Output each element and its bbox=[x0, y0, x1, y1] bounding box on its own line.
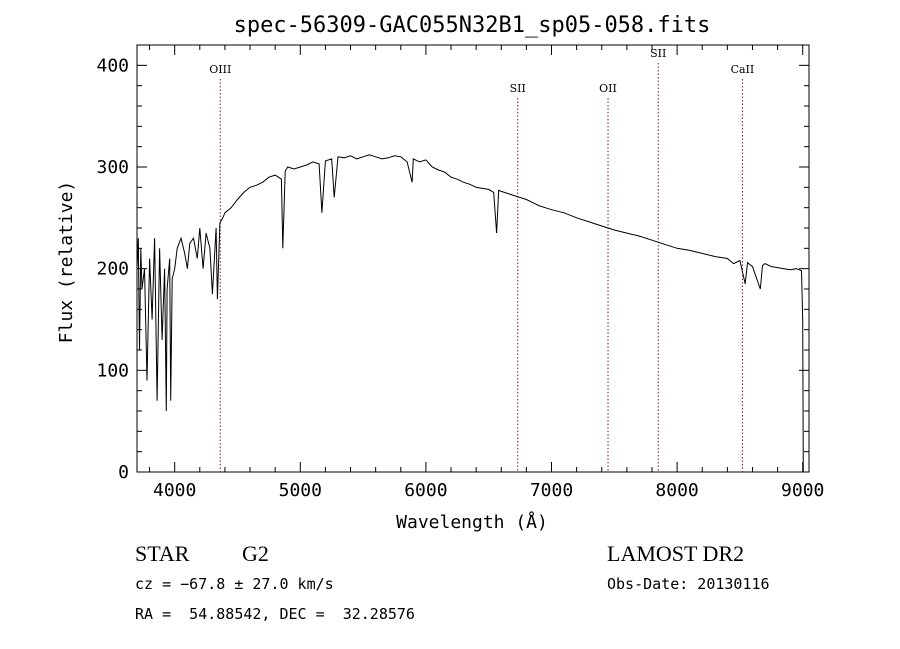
x-tick-label: 5000 bbox=[279, 480, 322, 501]
y-tick-label: 300 bbox=[96, 157, 129, 178]
x-tick-label: 8000 bbox=[655, 480, 698, 501]
object-type: STAR bbox=[135, 541, 190, 566]
emission-line-markers: OIII SII OII SII CaII bbox=[209, 47, 754, 472]
x-tick-label: 9000 bbox=[781, 480, 824, 501]
y-axis-label: Flux (relative) bbox=[56, 181, 77, 344]
line-marker-label: OIII bbox=[209, 63, 231, 76]
line-marker-label: CaII bbox=[731, 63, 755, 76]
x-axis-label: Wavelength (Å) bbox=[396, 511, 548, 533]
y-tick-label: 400 bbox=[96, 55, 129, 76]
subclass: G2 bbox=[242, 541, 269, 566]
y-tick-label: 0 bbox=[118, 462, 129, 483]
spectrum-line bbox=[136, 154, 804, 473]
x-tick-label: 6000 bbox=[404, 480, 447, 501]
chart-title: spec-56309-GAC055N32B1_sp05-058.fits bbox=[234, 13, 711, 38]
y-tick-label: 100 bbox=[96, 360, 129, 381]
line-marker-label: SII bbox=[510, 82, 526, 95]
axis-ticks: 4000 5000 6000 7000 8000 9000 0 100 200 300 400 bbox=[96, 45, 824, 501]
line-marker-label: SII bbox=[650, 47, 666, 60]
plot-frame bbox=[136, 44, 810, 473]
x-tick-label: 7000 bbox=[530, 480, 573, 501]
x-tick-label: 4000 bbox=[153, 480, 196, 501]
survey-name: LAMOST DR2 bbox=[607, 541, 745, 566]
ra-dec: RA = 54.88542, DEC = 32.28576 bbox=[135, 605, 415, 623]
line-marker-label: OII bbox=[599, 82, 617, 95]
y-tick-label: 200 bbox=[96, 259, 129, 280]
obs-date: Obs-Date: 20130116 bbox=[607, 575, 770, 593]
redshift-cz: cz = −67.8 ± 27.0 km/s bbox=[135, 575, 334, 593]
